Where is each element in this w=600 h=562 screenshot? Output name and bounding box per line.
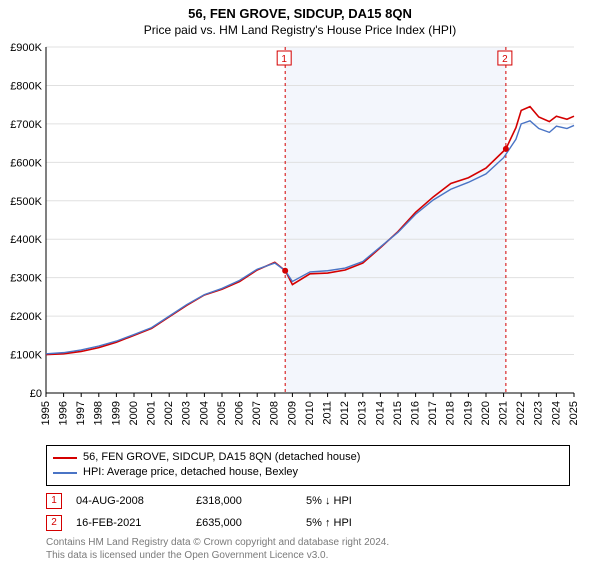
- legend-swatch-1: [53, 472, 77, 474]
- chart-subtitle: Price paid vs. HM Land Registry's House …: [0, 21, 600, 41]
- svg-text:2024: 2024: [550, 401, 562, 425]
- svg-text:2001: 2001: [146, 401, 158, 425]
- license-text: Contains HM Land Registry data © Crown c…: [46, 536, 570, 562]
- event-price-1: £635,000: [196, 517, 306, 529]
- svg-text:£500K: £500K: [10, 196, 42, 208]
- svg-text:2: 2: [502, 54, 508, 65]
- chart-svg: £0 £100K £200K £300K £400K £500K £600K £700K £80…: [0, 41, 600, 441]
- svg-text:1999: 1999: [110, 401, 122, 425]
- chart-area: £0 £100K £200K £300K £400K £500K £600K £700K £80…: [0, 41, 600, 441]
- svg-text:£200K: £200K: [10, 311, 42, 323]
- license-line-1: Contains HM Land Registry data © Crown c…: [46, 536, 570, 549]
- legend: 56, FEN GROVE, SIDCUP, DA15 8QN (detache…: [46, 445, 570, 486]
- svg-text:£800K: £800K: [10, 80, 42, 92]
- legend-swatch-0: [53, 457, 77, 459]
- svg-text:2010: 2010: [304, 401, 316, 425]
- svg-text:2018: 2018: [445, 401, 457, 425]
- svg-text:£300K: £300K: [10, 273, 42, 285]
- legend-label-0: 56, FEN GROVE, SIDCUP, DA15 8QN (detache…: [83, 450, 360, 465]
- svg-text:1996: 1996: [58, 401, 70, 425]
- svg-text:2009: 2009: [286, 401, 298, 425]
- svg-text:£0: £0: [30, 388, 42, 400]
- svg-text:£900K: £900K: [10, 42, 42, 54]
- event-date-1: 16-FEB-2021: [76, 517, 196, 529]
- svg-text:2004: 2004: [198, 401, 210, 425]
- event-row-1: 2 16-FEB-2021 £635,000 5% ↑ HPI: [46, 512, 570, 534]
- svg-text:2005: 2005: [216, 401, 228, 425]
- svg-text:2007: 2007: [251, 401, 263, 425]
- svg-text:2013: 2013: [357, 401, 369, 425]
- svg-text:2017: 2017: [427, 401, 439, 425]
- event-date-0: 04-AUG-2008: [76, 495, 196, 507]
- chart-container: 56, FEN GROVE, SIDCUP, DA15 8QN Price pa…: [0, 0, 600, 560]
- svg-text:2011: 2011: [322, 401, 334, 425]
- event-delta-0: 5% ↓ HPI: [306, 495, 352, 507]
- svg-text:£700K: £700K: [10, 119, 42, 131]
- svg-text:2021: 2021: [498, 401, 510, 425]
- svg-text:2023: 2023: [533, 401, 545, 425]
- chart-title: 56, FEN GROVE, SIDCUP, DA15 8QN: [0, 0, 600, 21]
- svg-text:1997: 1997: [75, 401, 87, 425]
- svg-text:2015: 2015: [392, 401, 404, 425]
- event-price-0: £318,000: [196, 495, 306, 507]
- svg-text:2000: 2000: [128, 401, 140, 425]
- event-row-0: 1 04-AUG-2008 £318,000 5% ↓ HPI: [46, 490, 570, 512]
- svg-text:1998: 1998: [93, 401, 105, 425]
- svg-text:2002: 2002: [163, 401, 175, 425]
- svg-text:2003: 2003: [181, 401, 193, 425]
- svg-text:1995: 1995: [40, 401, 52, 425]
- legend-item-1: HPI: Average price, detached house, Bexl…: [53, 465, 563, 480]
- event-badge-1: 2: [46, 515, 62, 531]
- legend-item-0: 56, FEN GROVE, SIDCUP, DA15 8QN (detache…: [53, 450, 563, 465]
- event-badge-0: 1: [46, 493, 62, 509]
- svg-text:£100K: £100K: [10, 350, 42, 362]
- svg-text:2014: 2014: [374, 401, 386, 425]
- event-delta-1: 5% ↑ HPI: [306, 517, 352, 529]
- svg-text:2020: 2020: [480, 401, 492, 425]
- svg-text:2008: 2008: [269, 401, 281, 425]
- svg-text:£600K: £600K: [10, 157, 42, 169]
- svg-text:2016: 2016: [410, 401, 422, 425]
- svg-text:2019: 2019: [462, 401, 474, 425]
- svg-text:2025: 2025: [568, 401, 580, 425]
- svg-text:1: 1: [281, 54, 287, 65]
- svg-text:2022: 2022: [515, 401, 527, 425]
- events-table: 1 04-AUG-2008 £318,000 5% ↓ HPI 2 16-FEB…: [46, 490, 570, 534]
- svg-text:2012: 2012: [339, 401, 351, 425]
- svg-text:£400K: £400K: [10, 234, 42, 246]
- svg-text:2006: 2006: [234, 401, 246, 425]
- legend-label-1: HPI: Average price, detached house, Bexl…: [83, 465, 298, 480]
